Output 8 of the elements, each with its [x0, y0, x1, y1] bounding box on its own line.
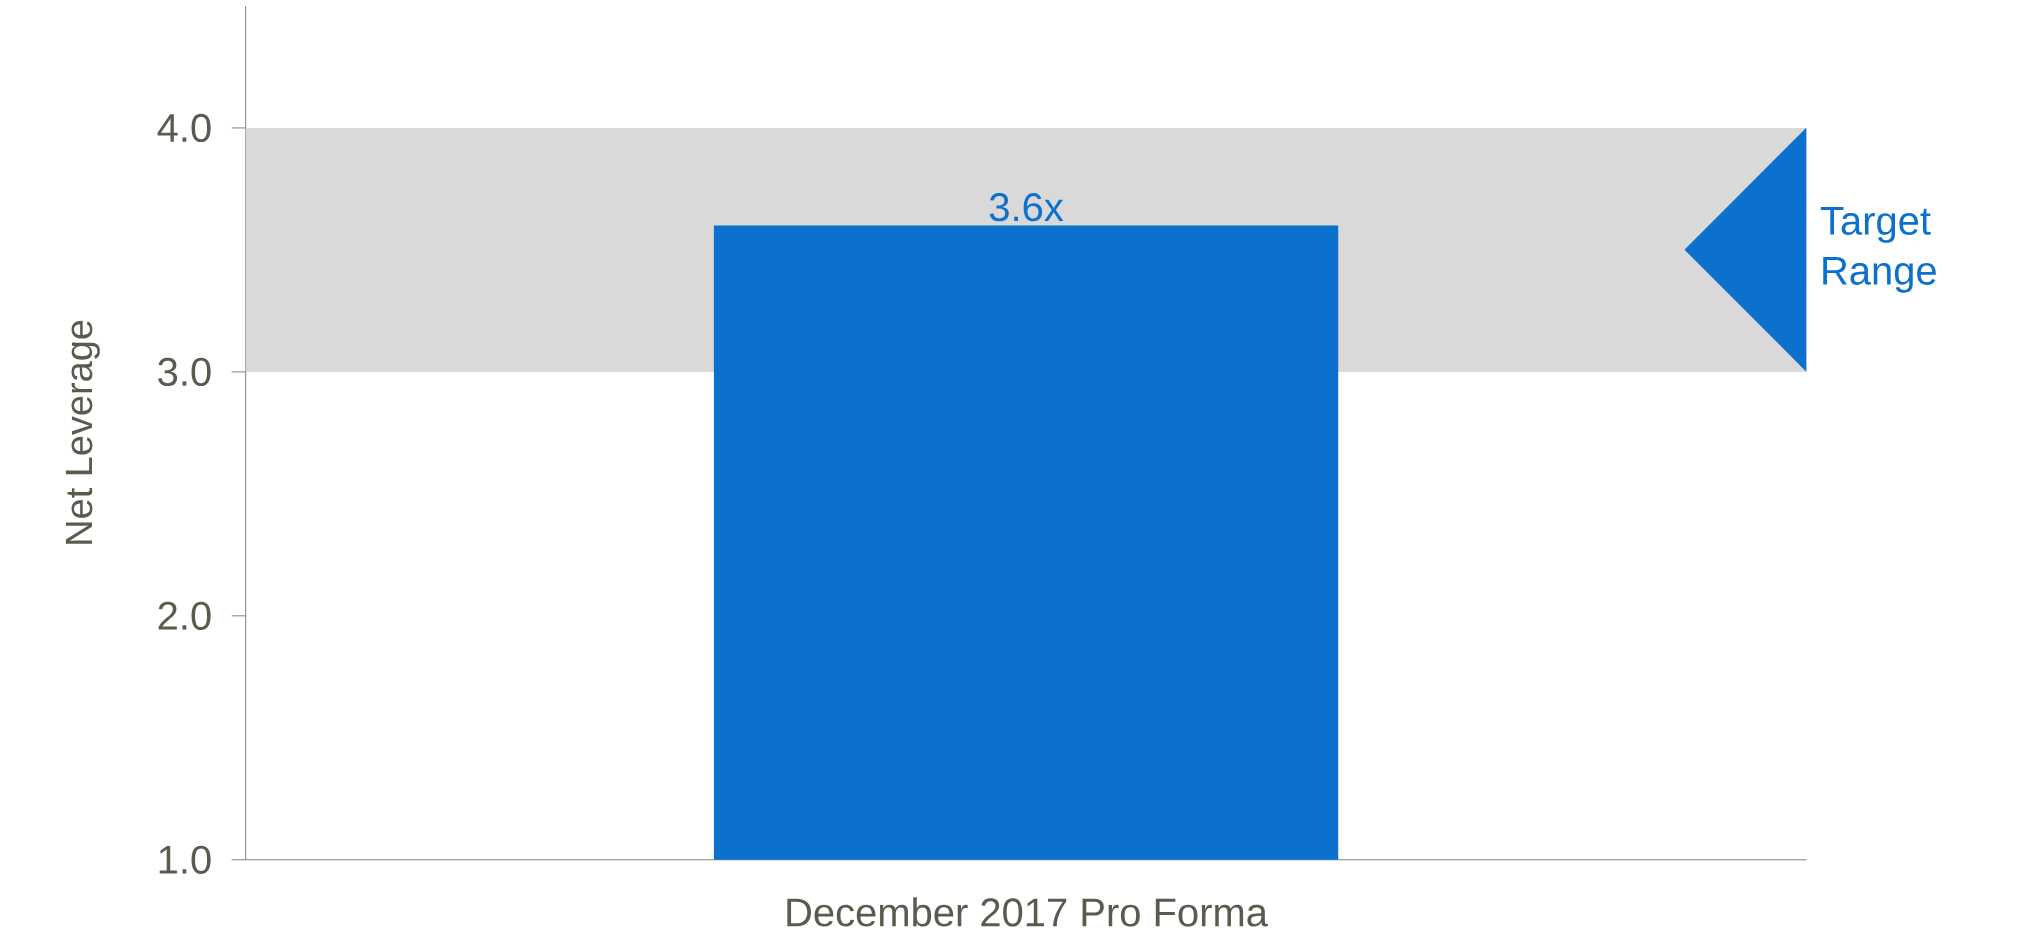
y-tick-label: 1.0 [159, 845, 211, 875]
y-axis-title: Net Leverage [65, 320, 100, 544]
y-tick-label: 2.0 [158, 601, 211, 631]
data-label: 3.6x [989, 193, 1064, 222]
y-tick-label: 4.0 [157, 113, 211, 143]
y-tick-label: 3.0 [158, 357, 211, 387]
x-tick-label: December 2017 Pro Forma [787, 897, 1268, 927]
band-label: Target Range [1820, 207, 1936, 293]
